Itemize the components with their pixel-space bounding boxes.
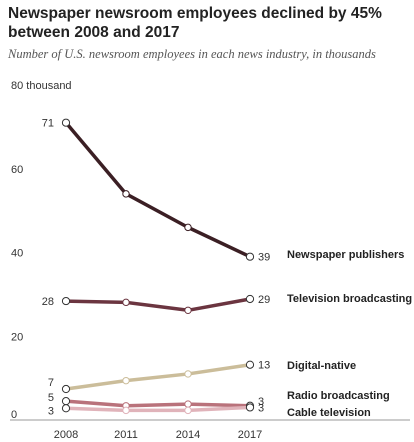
data-point: [245, 294, 255, 304]
data-point: [184, 370, 192, 378]
data-point: [245, 403, 255, 412]
start-value-label: 5: [48, 392, 54, 404]
end-value-label: 3: [258, 402, 264, 414]
series-line: [65, 399, 251, 408]
start-value-label: 71: [42, 118, 54, 130]
end-value-label: 39: [258, 252, 270, 264]
data-point: [245, 252, 255, 261]
axis-layer: 0 20 40 60 80 thousand 2008 2011 2014 2017: [10, 80, 410, 441]
data-point: [61, 397, 71, 406]
y-tick-label: 0: [11, 409, 17, 421]
y-tick-label: 40: [11, 248, 23, 260]
data-point: [61, 384, 71, 394]
end-value-label: 29: [258, 294, 270, 306]
end-value-label: 3: [258, 396, 264, 408]
series-name-label: Cable television: [287, 407, 371, 419]
y-tick-label: 20: [11, 331, 23, 343]
data-point: [122, 376, 130, 385]
lines-layer: [64, 121, 251, 413]
data-point: [61, 118, 71, 127]
data-point: [184, 406, 192, 415]
y-tick-label: 60: [11, 164, 23, 176]
series-name-label: Newspaper publishers: [287, 249, 404, 261]
series-name-label: Digital-native: [287, 360, 356, 372]
x-tick-label: 2011: [114, 429, 138, 441]
x-tick-label: 2017: [238, 429, 262, 441]
data-point: [184, 306, 192, 314]
series-line: [64, 121, 251, 259]
end-value-label: 13: [258, 360, 270, 372]
data-point: [122, 298, 130, 307]
y-tick-label: 80 thousand: [11, 80, 72, 92]
chart-subtitle: Number of U.S. newsroom employees in eac…: [8, 47, 376, 61]
series-name-label: Television broadcasting: [287, 293, 412, 305]
data-point: [184, 400, 192, 408]
series-line: [65, 297, 251, 313]
series-line: [65, 362, 251, 391]
data-point: [61, 296, 71, 306]
chart-title: Newspaper newsroom employees declined by…: [8, 5, 382, 41]
start-value-label: 28: [42, 296, 54, 308]
x-tick-label: 2008: [54, 429, 78, 441]
start-value-label: 7: [48, 377, 54, 389]
data-point: [61, 404, 71, 413]
data-point: [122, 406, 130, 415]
data-point: [184, 223, 192, 232]
start-value-label: 3: [48, 405, 54, 417]
x-tick-label: 2014: [176, 429, 200, 441]
labels-layer: 71 39 Newspaper publishers 28 29 Television b…: [42, 118, 412, 419]
data-point: [122, 190, 130, 198]
data-point: [245, 360, 255, 369]
points-layer: [61, 118, 255, 415]
series-line: [65, 405, 251, 413]
series-name-label: Radio broadcasting: [287, 390, 390, 402]
